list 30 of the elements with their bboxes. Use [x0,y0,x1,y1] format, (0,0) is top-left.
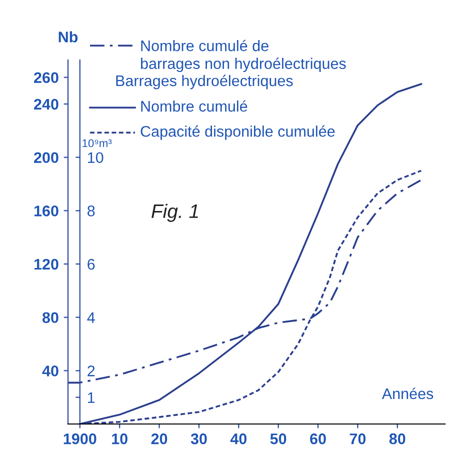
y-tick-label: 40 [42,366,58,376]
x-tick-label: 50 [270,433,286,444]
legend-label: Capacité disponible cumulée [140,125,335,140]
y-tick-label: 200 [34,152,58,164]
x-tick-label: 80 [389,433,406,444]
legend-label: Nombre cumulé de barrages non hydroélectriques [140,40,346,72]
y2-tick-label: 6 [88,258,95,270]
x-tick-label: 30 [190,433,207,444]
y2-tick-label: 8 [88,206,95,216]
y-tick-label: 80 [42,312,58,324]
x-tick-label: 40 [230,433,247,444]
x-tick-label: 20 [151,433,168,444]
y-tick-label: 120 [34,258,58,270]
legend-title: Barrages hydroélectriques [116,74,293,90]
y-tick-label: 160 [34,206,58,216]
y2-tick-label: 10 [88,152,104,164]
y2-axis-title: 10⁹m³ [82,139,112,148]
y2-tick-label: 1 [88,392,95,403]
y-tick-label: 240 [34,98,58,110]
x-tick-label: 60 [310,433,326,444]
legend-label: Nombre cumulé [141,100,248,112]
y2-tick-label: 4 [87,312,95,323]
x-tick-label: 70 [350,433,366,444]
y2-tick-label: 2 [88,366,95,376]
y-tick-label: 260 [34,72,58,84]
annotation: Fig. 1 [152,204,198,222]
x-axis-title: Années [382,388,434,400]
y-axis-title: Nb [58,31,78,42]
x-tick-label: 10 [112,433,128,444]
x-tick-label: 1900 [64,433,96,444]
